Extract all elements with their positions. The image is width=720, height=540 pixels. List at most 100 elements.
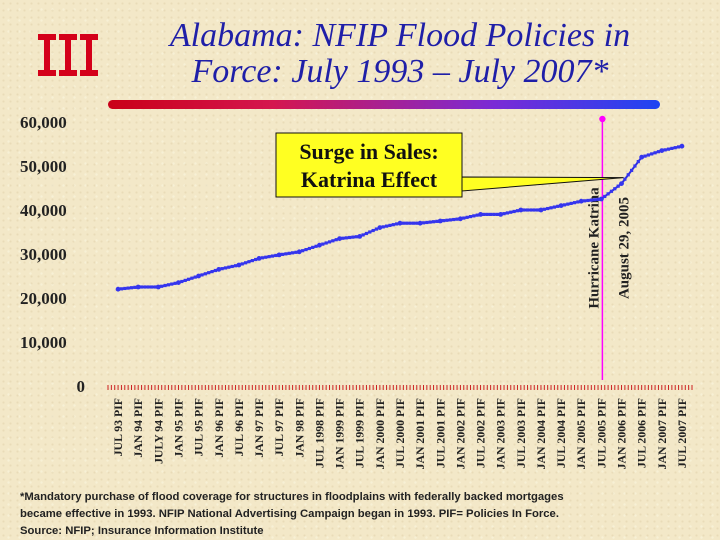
x-tick-label: JAN 2005 PIF <box>574 398 588 469</box>
series-marker <box>401 221 405 225</box>
series-marker <box>341 236 345 240</box>
series-marker <box>666 147 671 151</box>
series-marker <box>160 284 164 288</box>
katrina-event-label: Hurricane Katrina <box>586 187 602 309</box>
series-marker <box>223 266 228 270</box>
series-marker <box>324 241 328 245</box>
data-point <box>458 216 463 222</box>
series-marker <box>374 227 379 231</box>
x-tick-label: JAN 2003 PIF <box>494 398 508 469</box>
series-marker <box>267 255 271 259</box>
data-point <box>679 143 685 149</box>
series-marker <box>344 236 348 240</box>
x-tick-label: JUL 2000 PIF <box>393 398 407 468</box>
data-point <box>216 267 222 272</box>
series-marker <box>163 283 167 288</box>
data-point <box>115 286 121 292</box>
series-marker <box>492 212 496 216</box>
data-point <box>135 284 141 290</box>
series-marker <box>676 145 681 149</box>
data-point <box>437 218 443 224</box>
data-point <box>558 203 564 209</box>
y-tick-label: 10,000 <box>20 333 67 352</box>
series-marker <box>566 202 570 206</box>
series-marker <box>411 221 416 225</box>
series-marker <box>546 206 550 211</box>
x-tick-label: JUL 2005 PIF <box>594 398 608 468</box>
x-tick-label: JULY 94 PIF <box>151 398 165 464</box>
series-marker <box>673 146 677 150</box>
series-marker <box>126 286 130 290</box>
data-point <box>639 154 645 160</box>
y-tick-label: 20,000 <box>20 289 67 308</box>
x-tick-label: JUL 97 PIF <box>272 398 286 456</box>
x-tick-label: JUL 2001 PIF <box>433 398 447 468</box>
series-marker <box>421 221 426 225</box>
series-marker <box>623 177 627 181</box>
series-marker <box>582 199 587 203</box>
y-tick-label: 40,000 <box>20 201 67 220</box>
series-marker <box>653 151 657 155</box>
series-marker <box>227 265 231 269</box>
callout-line-1: Surge in Sales: <box>299 139 438 164</box>
series-marker <box>388 223 392 227</box>
series-marker <box>633 164 637 168</box>
x-tick-label: JAN 2000 PIF <box>373 398 387 469</box>
x-tick-label: JAN 2002 PIF <box>453 398 467 469</box>
data-point <box>155 284 161 290</box>
series-marker <box>133 285 137 289</box>
series-marker <box>609 189 614 193</box>
series-marker <box>260 256 264 260</box>
data-point <box>417 220 423 226</box>
series-marker <box>230 264 234 269</box>
data-point <box>578 198 584 204</box>
series-marker <box>505 211 510 215</box>
series-marker <box>626 173 630 177</box>
series-marker <box>311 245 315 249</box>
y-tick-label: 50,000 <box>20 157 67 176</box>
series-marker <box>170 282 174 286</box>
y-axis: 0 10,000 20,000 30,000 40,000 50,000 60,000 <box>20 113 85 396</box>
series-marker <box>270 254 275 258</box>
series-marker <box>636 160 640 164</box>
x-tick-label: JAN 95 PIF <box>171 398 185 458</box>
x-tick-label: JUL 95 PIF <box>192 398 206 456</box>
x-tick-label: JUL 2007 PIF <box>675 398 689 468</box>
series-marker <box>284 252 288 256</box>
series-marker <box>119 287 124 291</box>
series-marker <box>143 285 147 289</box>
series-marker <box>455 217 459 221</box>
series-marker <box>361 233 365 237</box>
series-marker <box>290 251 295 255</box>
data-point <box>397 220 403 226</box>
data-point <box>538 207 544 213</box>
series-marker <box>203 272 207 276</box>
series-marker <box>314 244 318 248</box>
series-marker <box>515 209 520 213</box>
x-tick-label: JUL 1999 PIF <box>353 398 367 468</box>
series-marker <box>542 207 546 211</box>
series-marker <box>173 281 177 285</box>
x-tick-label: JAN 1999 PIF <box>333 398 347 469</box>
series-marker <box>465 215 469 219</box>
series-marker <box>525 208 530 212</box>
iii-logo-icon <box>38 34 98 76</box>
x-tick-label: JAN 2007 PIF <box>655 398 669 469</box>
series-marker <box>475 213 479 217</box>
series-marker <box>247 260 251 264</box>
series-marker <box>180 279 184 284</box>
series-marker <box>166 283 171 287</box>
footnote-source: Source: NFIP; Insurance Information Inst… <box>20 525 264 537</box>
y-tick-label: 30,000 <box>20 245 67 264</box>
series-marker <box>646 153 650 157</box>
series-marker <box>512 209 516 214</box>
series-marker <box>183 278 187 282</box>
x-axis: JUL 93 PIF JAN 94 PIF JULY 94 PIF JAN 95 PI… <box>107 385 693 469</box>
series-marker <box>153 285 157 289</box>
data-point <box>337 236 342 242</box>
x-tick-label: JAN 2001 PIF <box>413 398 427 469</box>
chart-title-line-1: Alabama: NFIP Flood Policies in <box>169 17 631 54</box>
x-tick-label: JAN 2004 PIF <box>534 398 548 469</box>
series-marker <box>200 273 204 277</box>
series-marker <box>509 210 513 214</box>
